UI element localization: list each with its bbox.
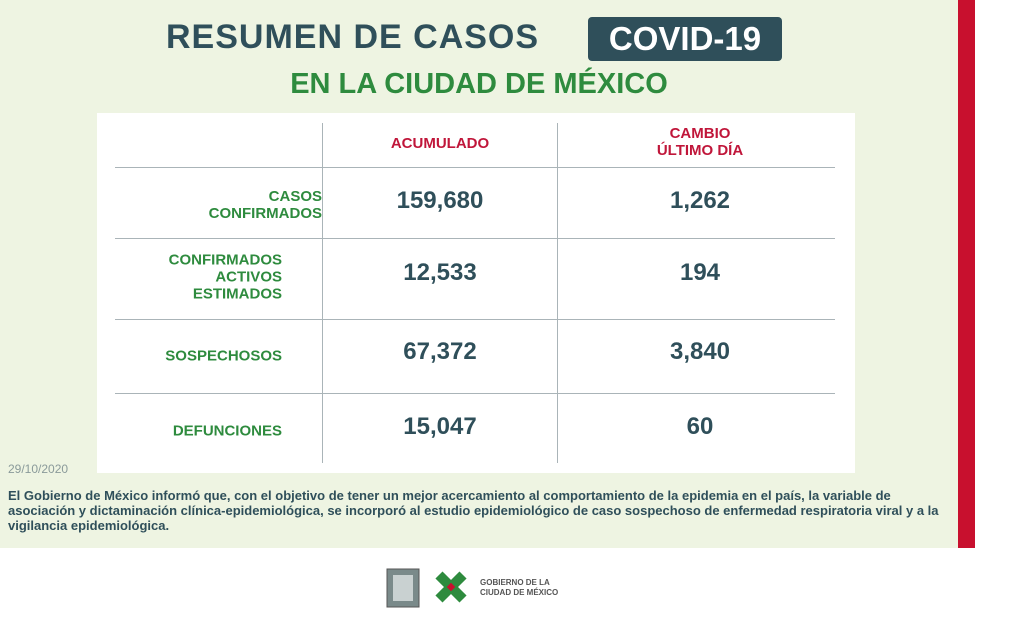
value: 12,533 <box>403 259 477 286</box>
value: 1,262 <box>669 187 731 214</box>
row-label: DEFUNCIONES <box>172 422 282 440</box>
value: 159,680 <box>396 187 484 214</box>
column-header: CAMBIO ÚLTIMO DÍA <box>656 125 744 159</box>
seal-inner <box>393 575 413 601</box>
badge: COVID-19 <box>588 17 782 61</box>
cdmx-logo <box>435 571 467 603</box>
row-divider <box>115 393 835 394</box>
row-divider <box>115 319 835 320</box>
value: 194 <box>679 259 721 286</box>
row-divider <box>115 238 835 239</box>
subtitle: EN LA CIUDAD DE MÉXICO <box>290 68 668 100</box>
value: 3,840 <box>669 338 731 365</box>
date: 29/10/2020 <box>8 462 69 476</box>
value: 15,047 <box>403 413 477 440</box>
row-label: SOSPECHOSOS <box>165 347 282 365</box>
row-label: CONFIRMADOS ACTIVOS ESTIMADOS <box>168 251 282 303</box>
column-divider <box>322 123 323 463</box>
logo-text: GOBIERNO DE LA CIUDAD DE MÉXICO <box>480 578 559 597</box>
value: 67,372 <box>403 338 477 365</box>
row-divider <box>115 167 835 168</box>
value: 60 <box>686 413 714 440</box>
accent-bar <box>958 0 975 548</box>
logos <box>386 568 467 608</box>
row-label: CASOS CONFIRMADOS <box>208 188 322 222</box>
note: El Gobierno de México informó que, con e… <box>8 488 939 533</box>
column-divider <box>557 123 558 463</box>
column-header: ACUMULADO <box>390 135 490 152</box>
table: ACUMULADO CAMBIO ÚLTIMO DÍA CASOS CONFIRMA… <box>97 113 855 473</box>
title: RESUMEN DE CASOS <box>166 18 540 56</box>
